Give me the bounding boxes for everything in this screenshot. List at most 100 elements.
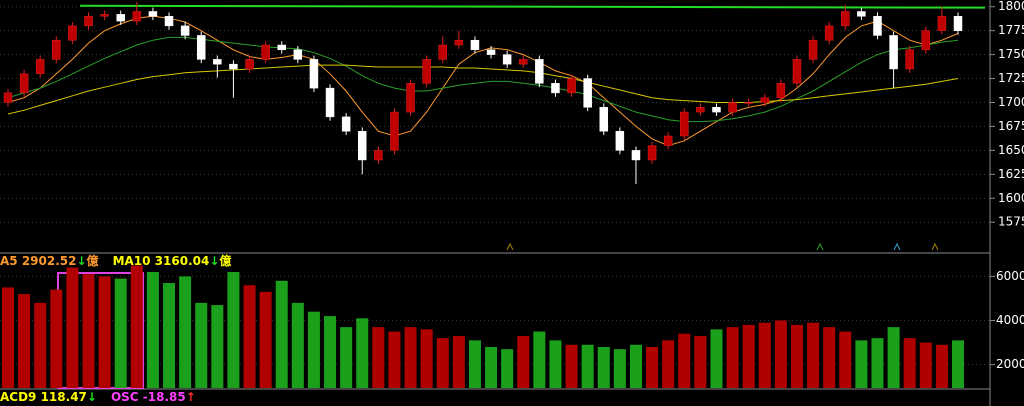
volume-bar xyxy=(646,346,659,388)
legend-arrow: ↓ xyxy=(209,254,219,268)
candle-body xyxy=(374,150,383,161)
legend-arrow: ↓ xyxy=(87,390,97,404)
volume-bar xyxy=(613,349,626,388)
candle-body xyxy=(213,59,222,65)
marker xyxy=(893,242,901,251)
y-tick-label: 1800 xyxy=(998,0,1024,13)
candle-body xyxy=(583,78,592,108)
volume-bar xyxy=(758,322,771,388)
y-tick-label: 1575 xyxy=(998,215,1024,229)
candle-body xyxy=(631,150,641,161)
volume-bar xyxy=(726,327,739,388)
candle-body xyxy=(229,63,238,70)
candle-body xyxy=(277,44,286,51)
volume-bar xyxy=(823,327,836,388)
legend-unit: 億 xyxy=(219,253,231,268)
legend-text: ACD9 118.47 xyxy=(0,390,87,404)
candle-body xyxy=(953,16,963,31)
candle-body xyxy=(100,14,109,17)
legend-arrow: ↓ xyxy=(76,254,86,268)
volume-bar xyxy=(807,322,820,388)
candle-body xyxy=(712,107,721,113)
candle-body xyxy=(406,83,415,113)
volume-bar xyxy=(324,316,337,388)
volume-bar xyxy=(952,340,964,388)
candle-body xyxy=(551,83,560,94)
candle-body xyxy=(502,54,512,65)
volume-bar xyxy=(468,340,481,388)
candle-body xyxy=(663,135,673,146)
y-tick-label: 6000 xyxy=(996,269,1024,283)
volume-bar xyxy=(919,342,932,388)
candle-body xyxy=(808,39,818,60)
marker xyxy=(816,242,824,251)
candle-body xyxy=(889,35,898,70)
volume-bar xyxy=(82,274,95,388)
volume-bar xyxy=(18,294,31,388)
trend-line xyxy=(79,4,986,9)
volume-bar xyxy=(291,302,304,388)
candle-body xyxy=(68,25,77,41)
candle-body xyxy=(52,39,61,60)
candle-body xyxy=(567,78,576,94)
volume-bar xyxy=(694,335,707,388)
candle-body xyxy=(841,11,850,27)
volume-bar xyxy=(146,271,159,388)
candle-body xyxy=(390,111,399,151)
candle-body xyxy=(647,145,657,161)
volume-bar xyxy=(742,324,755,388)
candle-body xyxy=(615,130,625,151)
legend-text: A5 2902.52 xyxy=(0,254,76,268)
candle-body xyxy=(937,16,947,31)
candle-body xyxy=(148,11,158,17)
y-tick-label: 2000 xyxy=(996,357,1024,371)
volume-bar xyxy=(2,287,14,388)
y-tick-label: 1700 xyxy=(998,95,1024,109)
volume-bar xyxy=(275,280,288,388)
volume-bar xyxy=(436,338,449,388)
volume-bar xyxy=(114,278,127,388)
volume-bar xyxy=(774,320,787,388)
volume-bar xyxy=(130,265,143,388)
candle-body xyxy=(245,59,254,70)
y-tick-label: 1625 xyxy=(998,167,1024,181)
y-tick-label: 1750 xyxy=(998,47,1024,61)
volume-bar xyxy=(372,327,385,388)
volume-bar xyxy=(597,346,610,388)
volume-bar xyxy=(452,335,465,388)
volume-bar xyxy=(34,302,47,388)
volume-bar xyxy=(98,276,111,388)
volume-bar xyxy=(227,271,240,388)
volume-bar xyxy=(935,344,948,388)
ma-line xyxy=(7,64,959,115)
candle-body xyxy=(535,59,544,84)
volume-bar xyxy=(871,338,884,388)
volume-bar xyxy=(662,340,675,388)
candle-body xyxy=(696,107,705,113)
candle-body xyxy=(744,102,753,104)
y-tick-label: 1600 xyxy=(998,191,1024,205)
candle-body xyxy=(196,35,206,60)
y-tick-label: 1725 xyxy=(998,71,1024,85)
volume-bar xyxy=(179,276,192,388)
candle-body xyxy=(35,59,45,75)
ma-line xyxy=(7,36,959,123)
candle-body xyxy=(599,107,609,132)
candle-body xyxy=(438,44,447,60)
volume-bar xyxy=(307,311,320,388)
volume-bar xyxy=(388,331,401,388)
volume-bar xyxy=(887,327,900,388)
candle-body xyxy=(519,59,528,65)
candle-body xyxy=(164,16,174,27)
candle-body xyxy=(792,59,802,84)
candle-body xyxy=(180,25,190,36)
candle-body xyxy=(470,39,480,51)
volume-bar xyxy=(855,340,868,388)
candle-body xyxy=(309,59,319,89)
volume-bar xyxy=(501,349,514,388)
volume-bar xyxy=(517,335,530,388)
candle-body xyxy=(857,11,866,17)
volume-bar xyxy=(66,267,79,388)
candle-body xyxy=(341,116,351,132)
candle-body xyxy=(824,25,834,41)
